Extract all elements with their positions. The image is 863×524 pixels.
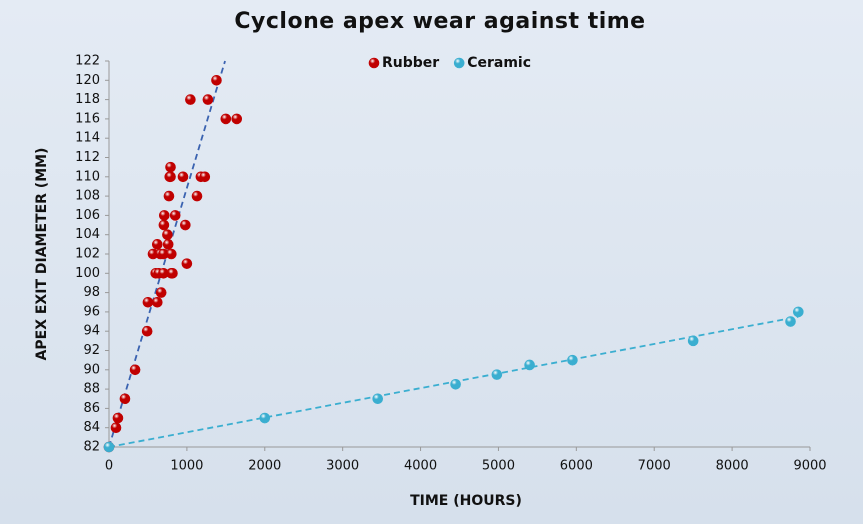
y-tick-label: 104 <box>75 227 100 242</box>
point <box>491 369 503 380</box>
point <box>162 239 174 250</box>
point <box>191 190 203 202</box>
y-tick-label: 108 <box>75 189 100 204</box>
point <box>687 335 699 347</box>
y-tick-label: 110 <box>75 169 100 184</box>
x-tick-label: 1000 <box>170 459 203 474</box>
point <box>155 287 167 298</box>
y-tick-label: 94 <box>83 324 100 339</box>
y-tick-label: 106 <box>75 208 100 223</box>
point <box>259 412 271 424</box>
x-tick-label: 8000 <box>716 459 749 474</box>
point <box>220 113 232 125</box>
y-tick-label: 120 <box>75 73 100 88</box>
point <box>158 219 170 231</box>
point <box>165 161 176 173</box>
y-tick-label: 100 <box>75 266 100 281</box>
point <box>180 219 191 231</box>
point <box>450 378 461 390</box>
y-tick-label: 116 <box>75 111 100 126</box>
point <box>103 441 115 453</box>
y-tick-label: 96 <box>83 304 100 319</box>
y-tick-label: 86 <box>83 401 100 416</box>
x-tick-label: 2000 <box>248 459 281 474</box>
x-tick-label: 0 <box>105 459 113 474</box>
y-tick-label: 114 <box>75 131 100 146</box>
point <box>162 229 173 240</box>
y-tick-label: 90 <box>83 362 100 377</box>
point <box>129 364 141 376</box>
y-tick-label: 102 <box>75 247 100 262</box>
y-tick-label: 118 <box>75 92 100 107</box>
point <box>159 210 170 221</box>
x-tick-label: 7000 <box>638 459 671 474</box>
y-tick-label: 84 <box>83 420 100 435</box>
chart-title: Cyclone apex wear against time <box>234 9 645 34</box>
point <box>166 248 177 260</box>
x-tick-label: 3000 <box>326 459 359 474</box>
point <box>231 113 243 125</box>
point <box>142 296 154 308</box>
point <box>211 75 222 86</box>
point <box>524 359 535 371</box>
point <box>151 239 163 250</box>
point <box>177 171 189 183</box>
point <box>199 171 211 183</box>
point <box>181 258 193 269</box>
x-tick-label: 6000 <box>560 459 593 474</box>
y-axis-label: APEX EXIT DIAMETER (MM) <box>34 148 50 361</box>
x-tick-label: 4000 <box>404 459 437 474</box>
point <box>185 94 196 105</box>
legend-label: Rubber <box>382 55 439 71</box>
point <box>372 393 384 405</box>
y-tick-label: 98 <box>83 285 100 300</box>
y-tick-label: 92 <box>83 343 100 358</box>
point <box>202 94 214 105</box>
point <box>110 422 122 434</box>
legend-marker <box>368 57 380 69</box>
legend-label: Ceramic <box>467 55 531 71</box>
x-axis-label: TIME (HOURS) <box>410 493 522 509</box>
point <box>167 267 178 279</box>
point <box>151 296 163 308</box>
y-tick-label: 122 <box>75 54 100 69</box>
x-tick-label: 9000 <box>793 459 826 474</box>
x-tick-label: 5000 <box>482 459 515 474</box>
point <box>165 171 176 183</box>
legend-marker <box>453 57 465 69</box>
point <box>785 316 796 327</box>
y-tick-label: 82 <box>83 440 100 455</box>
point <box>793 306 804 318</box>
point <box>112 412 124 424</box>
point <box>141 325 153 337</box>
point <box>567 354 578 366</box>
y-tick-label: 112 <box>75 150 100 165</box>
point <box>119 393 131 405</box>
point <box>169 210 181 221</box>
y-tick-label: 88 <box>83 382 100 397</box>
point <box>163 190 175 202</box>
